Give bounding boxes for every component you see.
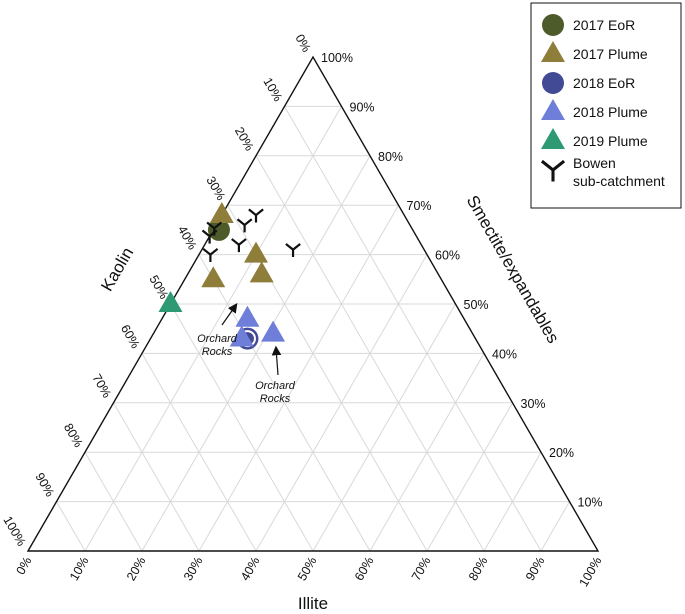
tick-label-illite: 20% — [124, 555, 149, 584]
axis-title-illite: Illite — [298, 594, 328, 613]
legend-marker-circle — [542, 14, 564, 36]
annotation-label: Orchard — [255, 380, 296, 392]
tick-label-smectite: 40% — [492, 347, 517, 361]
point-bowen-sub-catchment — [231, 238, 247, 253]
point-bowen-sub-catchment — [236, 218, 253, 233]
annotation-arrow — [271, 345, 282, 376]
grid — [56, 105, 570, 552]
annotation-label: Rocks — [260, 393, 291, 405]
legend-marker-y-mark — [540, 159, 566, 182]
grid-line-illite — [369, 353, 485, 552]
tick-label-kaolin: 80% — [61, 421, 86, 450]
legend-item-3: 2018 Plume — [541, 98, 648, 120]
legend-item-5: Bowen sub-catchment — [540, 155, 665, 189]
tick-labels: 0%10%20%30%40%50%60%70%80%90%100%10%20%3… — [0, 32, 604, 589]
legend-item-2: 2018 EoR — [542, 72, 635, 94]
axis-title-smectite: Smectite/expandables — [463, 192, 563, 346]
annotation-label: Orchard — [197, 333, 238, 345]
legend-label: 2018 EoR — [573, 75, 635, 91]
tick-label-smectite: 70% — [407, 199, 432, 213]
tick-label-illite: 70% — [409, 555, 434, 584]
tick-label-kaolin: 40% — [175, 223, 200, 252]
tick-label-kaolin: 30% — [203, 174, 228, 203]
annotation-label: Rocks — [202, 346, 233, 358]
axis-title-kaolin: Kaolin — [97, 244, 137, 294]
point-bowen-sub-catchment — [248, 208, 264, 223]
tick-label-illite: 80% — [466, 555, 491, 584]
tick-label-illite: 40% — [238, 555, 263, 584]
tick-label-kaolin: 20% — [232, 125, 257, 154]
tick-label-illite: 30% — [181, 555, 206, 584]
tick-label-kaolin: 90% — [32, 470, 57, 499]
point-2018-plume — [235, 305, 260, 327]
grid-line-kaolin — [170, 303, 314, 552]
tick-label-smectite: 50% — [464, 298, 489, 312]
grid-line-illite — [426, 402, 513, 552]
tick-label-smectite: 20% — [549, 446, 574, 460]
point-2017-plume — [201, 266, 226, 288]
tick-label-smectite: 60% — [435, 249, 460, 263]
legend-label: 2019 Plume — [573, 133, 648, 149]
grid-line-kaolin — [227, 204, 428, 552]
grid-line-kaolin — [84, 451, 143, 552]
legend-label: 2017 EoR — [573, 17, 635, 33]
legend-item-4: 2019 Plume — [541, 127, 648, 149]
annotation-arrow — [221, 303, 238, 326]
grid-line-illite — [84, 106, 342, 552]
grid-line-kaolin — [56, 501, 86, 552]
point-bowen-sub-catchment — [206, 221, 223, 236]
tick-label-illite: 10% — [67, 555, 92, 584]
point-bowen-sub-catchment — [285, 243, 301, 258]
point-2019-plume — [158, 290, 183, 312]
legend-label: Bowen — [573, 155, 616, 171]
tick-label-illite: 0% — [13, 555, 34, 578]
tick-label-smectite: 10% — [578, 496, 603, 510]
legend-marker-triangle — [541, 127, 565, 149]
legend: 2017 EoR 2017 Plume 2018 EoR 2018 Plume 2019… — [530, 2, 682, 209]
point-2017-plume — [249, 261, 274, 283]
legend-marker-triangle — [541, 40, 565, 62]
tick-label-smectite: 80% — [378, 150, 403, 164]
tick-label-illite: 90% — [523, 555, 548, 584]
tick-label-illite: 50% — [295, 555, 320, 584]
legend-label: 2018 Plume — [573, 104, 648, 120]
tick-label-smectite: 100% — [321, 51, 353, 65]
tick-label-kaolin: 100% — [0, 514, 28, 549]
grid-line-illite — [198, 204, 399, 552]
tick-label-smectite: 30% — [521, 397, 546, 411]
tick-label-kaolin: 60% — [118, 322, 143, 351]
grid-line-kaolin — [113, 402, 200, 552]
tick-label-illite: 100% — [576, 555, 604, 590]
legend-item-0: 2017 EoR — [542, 14, 635, 36]
grid-line-illite — [540, 501, 570, 552]
grid-line-illite — [483, 451, 542, 552]
legend-marker-triangle — [541, 98, 565, 120]
legend-label: sub-catchment — [573, 173, 665, 189]
point-2017-plume — [244, 241, 268, 263]
point-2017-plume — [209, 202, 234, 224]
legend-label: 2017 Plume — [573, 46, 648, 62]
tick-label-kaolin: 70% — [89, 372, 114, 401]
grid-line-illite — [312, 303, 456, 552]
grid-line-kaolin — [284, 106, 542, 552]
tick-label-illite: 60% — [352, 555, 377, 584]
tick-label-smectite: 90% — [350, 100, 375, 114]
point-bowen-sub-catchment — [202, 248, 219, 262]
legend-marker-circle — [542, 72, 564, 94]
grid-line-kaolin — [141, 353, 257, 552]
tick-label-kaolin: 0% — [292, 32, 313, 55]
data-points — [158, 202, 301, 350]
point-2018-plume — [261, 320, 286, 342]
legend-item-1: 2017 Plume — [541, 40, 648, 62]
tick-label-kaolin: 10% — [260, 75, 285, 104]
point-2018-plume — [229, 325, 254, 347]
